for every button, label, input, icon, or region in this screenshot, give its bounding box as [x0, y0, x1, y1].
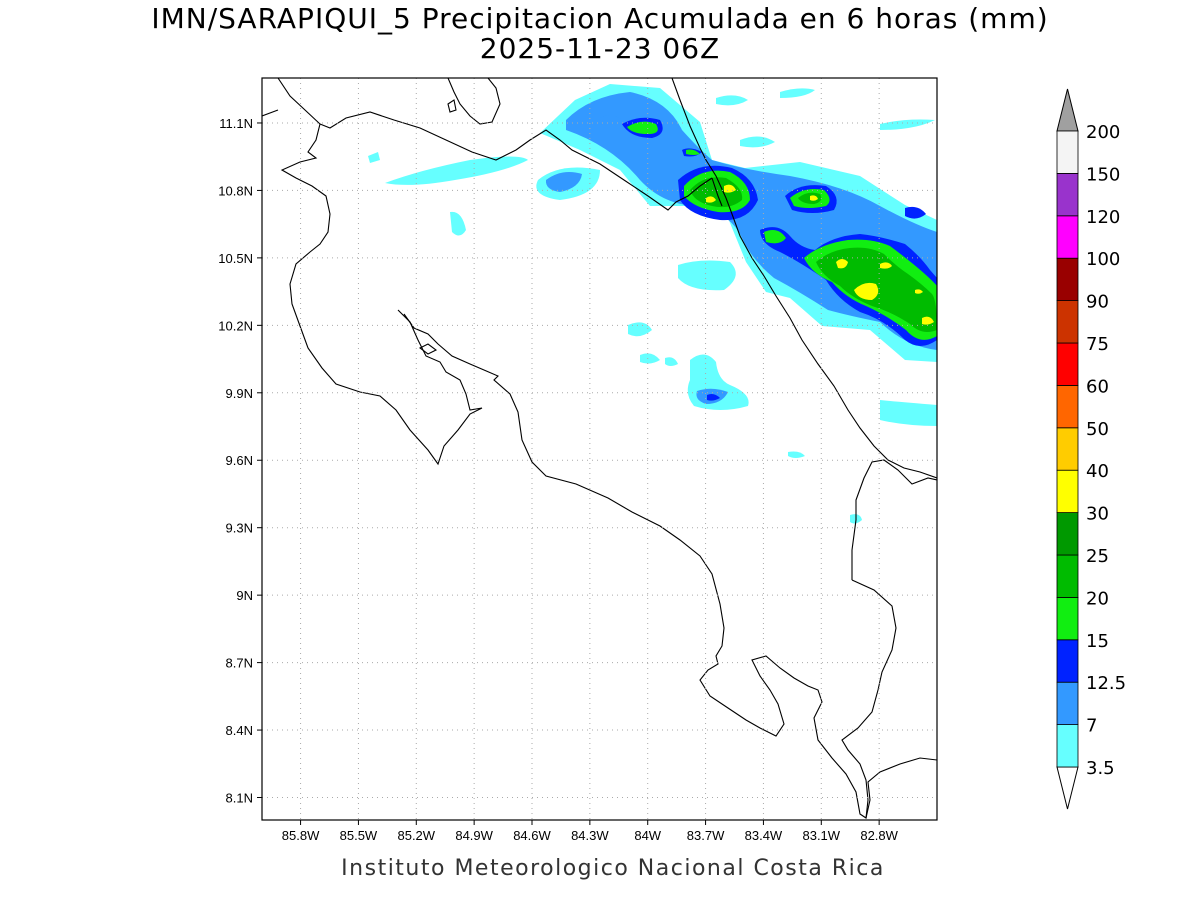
colorbar-swatch [1056, 172, 1079, 217]
colorbar-over-triangle [1056, 88, 1079, 132]
colorbar-label: 7 [1086, 716, 1097, 737]
lat-tick-label: 9N [236, 588, 253, 603]
map-grid [262, 78, 937, 820]
lon-tick-label: 83.4W [745, 828, 783, 843]
colorbar-label: 60 [1086, 376, 1109, 397]
latitude-axis: 11.1N 10.8N 10.5N 10.2N 9.9N 9.6N 9.3N 9N 8.7N 8.… [218, 116, 262, 806]
lat-tick-label: 9.6N [226, 453, 253, 468]
colorbar-label: 40 [1086, 461, 1109, 482]
lat-tick-label: 10.2N [218, 318, 253, 333]
lat-tick-label: 10.5N [218, 251, 253, 266]
colorbar-swatch [1056, 300, 1079, 344]
lon-tick-label: 84.9W [455, 828, 493, 843]
colorbar-swatch [1056, 427, 1079, 471]
colorbar-label: 75 [1086, 334, 1109, 355]
colorbar-label: 100 [1086, 249, 1120, 270]
lat-tick-label: 9.3N [226, 521, 253, 536]
lon-tick-label: 84.6W [513, 828, 551, 843]
colorbar-label: 15 [1086, 631, 1109, 652]
colorbar-label: 150 [1086, 164, 1120, 185]
colorbar-swatch [1056, 469, 1079, 514]
map-frame [261, 77, 938, 821]
lon-tick-label: 85.8W [282, 828, 320, 843]
colorbar-swatch [1056, 130, 1079, 174]
colorbar-swatch [1056, 342, 1079, 386]
colorbar-label: 25 [1086, 546, 1109, 567]
lat-tick-label: 8.4N [226, 723, 253, 738]
footer-credit: Instituto Meteorologico Nacional Costa R… [341, 856, 885, 881]
map-title: IMN/SARAPIQUI_5 Precipitacion Acumulada … [151, 2, 1049, 35]
colorbar-swatch [1056, 681, 1079, 726]
colorbar-swatch [1056, 215, 1079, 259]
colorbar-label: 12.5 [1086, 673, 1126, 694]
longitude-axis: 85.8W 85.5W 85.2W 84.9W 84.6W 84.3W 84W 83.7W 83… [282, 820, 899, 843]
lon-tick-label: 84.3W [571, 828, 609, 843]
lat-tick-label: 9.9N [226, 386, 253, 401]
colorbar-swatch [1056, 257, 1079, 302]
lat-tick-label: 8.7N [226, 656, 253, 671]
colorbar-swatch [1056, 639, 1079, 683]
map-plot-area [262, 78, 937, 820]
colorbar-swatch [1056, 554, 1079, 598]
lat-tick-label: 10.8N [218, 183, 253, 198]
colorbar: 3.5 7 12.5 15 20 25 30 40 50 60 75 90 100 120 150 200 [1056, 88, 1126, 810]
coastline-and-borders [262, 78, 937, 819]
colorbar-label: 3.5 [1086, 758, 1115, 779]
colorbar-label: 90 [1086, 292, 1109, 313]
lon-tick-label: 83.7W [687, 828, 725, 843]
precipitation-field [368, 84, 937, 524]
map-valid-time: 2025-11-23 06Z [479, 32, 721, 65]
lon-tick-label: 83.1W [802, 828, 840, 843]
colorbar-label: 50 [1086, 419, 1109, 440]
lon-tick-label: 85.2W [397, 828, 435, 843]
colorbar-label: 20 [1086, 588, 1109, 609]
lon-tick-label: 84W [634, 828, 661, 843]
colorbar-swatch [1056, 512, 1079, 556]
lon-tick-label: 82.8W [860, 828, 898, 843]
colorbar-swatch [1056, 597, 1079, 641]
colorbar-swatch [1056, 724, 1079, 768]
colorbar-label: 120 [1086, 207, 1120, 228]
colorbar-label: 30 [1086, 504, 1109, 525]
lat-tick-label: 11.1N [219, 116, 253, 131]
colorbar-swatch [1056, 384, 1079, 429]
colorbar-label: 200 [1086, 122, 1120, 143]
colorbar-under-triangle [1056, 766, 1079, 810]
lon-tick-label: 85.5W [340, 828, 378, 843]
lat-tick-label: 8.1N [226, 791, 253, 806]
